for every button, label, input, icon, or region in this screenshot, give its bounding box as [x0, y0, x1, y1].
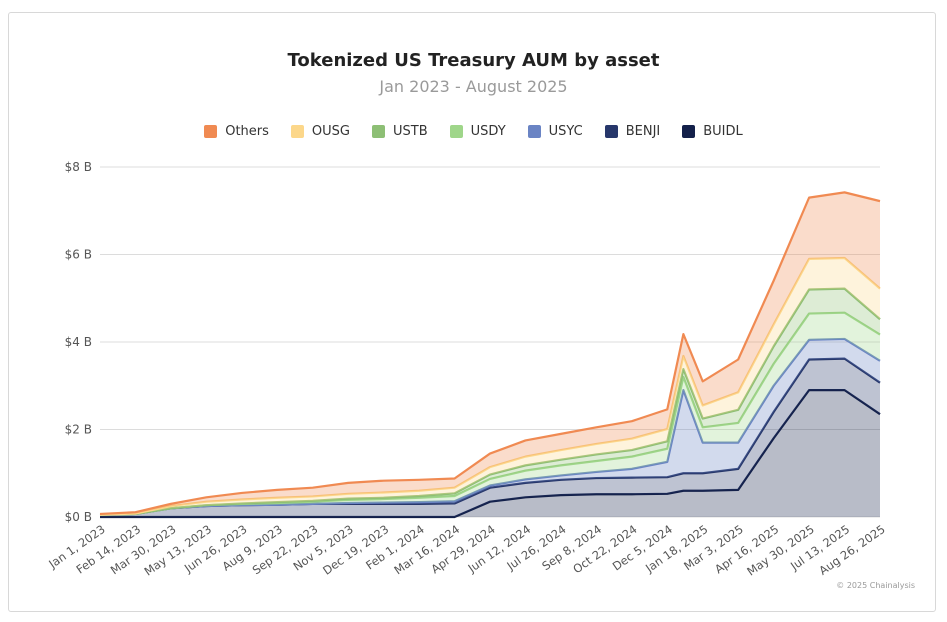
legend-swatch — [290, 125, 304, 138]
area-usyc — [100, 338, 880, 515]
area-ousg — [100, 258, 880, 515]
line-buidl — [100, 389, 881, 519]
copyright-note: © 2025 Chainalysis — [836, 581, 915, 590]
line-ousg — [99, 256, 881, 516]
legend-item-buidl[interactable]: BUIDL — [682, 124, 743, 139]
y-tick-label-2: $4 B — [65, 335, 92, 349]
legend-item-others[interactable]: Others — [204, 124, 269, 139]
legend-swatch — [204, 125, 218, 138]
legend-swatch — [682, 125, 696, 138]
chart-subtitle: Jan 2023 - August 2025 — [379, 77, 568, 96]
line-others — [99, 191, 881, 516]
y-tick-label-0: $0 B — [65, 510, 92, 524]
legend-label: USYC — [548, 124, 583, 139]
legend-label: OUSG — [311, 124, 350, 139]
legend-swatch — [604, 125, 618, 138]
legend-label: USDY — [470, 124, 506, 139]
y-tick-label-4: $8 B — [65, 160, 92, 174]
legend-item-usyc[interactable]: USYC — [527, 124, 583, 139]
area-buidl — [100, 390, 880, 517]
legend-swatch — [371, 125, 385, 138]
legend-item-benji[interactable]: BENJI — [604, 124, 661, 139]
legend-item-ousg[interactable]: OUSG — [290, 124, 350, 139]
area-benji — [100, 358, 880, 517]
chart-legend: Others OUSG USTB USDY USYC BENJI BUIDL — [0, 124, 947, 139]
legend-label: BENJI — [625, 124, 661, 139]
area-usdy — [100, 312, 880, 515]
legend-swatch — [449, 125, 463, 138]
chart-title: Tokenized US Treasury AUM by asset — [287, 50, 660, 71]
legend-label: USTB — [392, 124, 428, 139]
line-ustb — [99, 287, 881, 516]
legend-swatch — [527, 125, 541, 138]
area-ustb — [100, 288, 880, 515]
line-usyc — [99, 337, 881, 516]
y-tick-label-1: $2 B — [65, 423, 92, 437]
legend-label: BUIDL — [703, 124, 743, 139]
legend-item-ustb[interactable]: USTB — [371, 124, 428, 139]
legend-item-usdy[interactable]: USDY — [449, 124, 506, 139]
y-tick-label-3: $6 B — [65, 248, 92, 262]
area-others — [100, 192, 880, 515]
legend-label: Others — [225, 124, 269, 139]
